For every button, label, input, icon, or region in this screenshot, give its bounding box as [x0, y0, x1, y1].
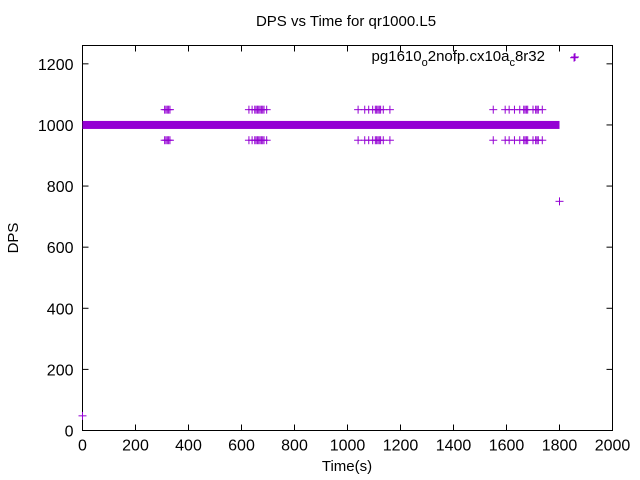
- x-tick-label: 1000: [330, 438, 366, 455]
- chart-title: DPS vs Time for qr1000.L5: [256, 13, 436, 30]
- y-tick-label: 800: [47, 179, 74, 196]
- y-tick-label: 200: [47, 362, 74, 379]
- data-point: [489, 105, 498, 114]
- y-tick-label: 0: [65, 424, 74, 441]
- legend-part-1: o: [422, 57, 428, 69]
- data-point: [78, 411, 87, 420]
- x-tick-label: 2000: [595, 438, 631, 455]
- legend: pg1610o2nofp.cx10ac8r32: [372, 48, 579, 69]
- x-tick-label: 1400: [436, 438, 472, 455]
- x-tick-label: 0: [78, 438, 87, 455]
- x-tick-label: 1800: [542, 438, 578, 455]
- y-tick-label: 1200: [38, 57, 74, 74]
- legend-series-label: pg1610o2nofp.cx10ac8r32: [372, 48, 545, 69]
- x-axis-ticks: 0 200 400 600 800 1000 1200 1400 1600 1800 2000: [78, 45, 631, 455]
- x-tick-label: 1200: [383, 438, 419, 455]
- data-point: [165, 105, 174, 114]
- data-point: [555, 197, 564, 206]
- data-point: [489, 136, 498, 145]
- data-point: [570, 53, 579, 62]
- y-tick-label: 400: [47, 301, 74, 318]
- legend-marker: [571, 53, 579, 61]
- y-tick-label: 600: [47, 240, 74, 257]
- x-tick-label: 1600: [489, 438, 525, 455]
- y-axis-label: DPS: [5, 223, 22, 254]
- data-point: [385, 136, 394, 145]
- legend-part-4: 8r32: [515, 48, 545, 65]
- legend-part-2: 2nofp.cx10a: [428, 48, 510, 65]
- x-tick-label: 800: [281, 438, 308, 455]
- data-point: [262, 105, 271, 114]
- x-tick-label: 600: [228, 438, 255, 455]
- x-tick-label: 200: [122, 438, 149, 455]
- legend-marker-glyph: [571, 53, 579, 61]
- plot-area-border: [82, 45, 613, 431]
- legend-part-3: c: [509, 57, 515, 69]
- data-point: [538, 136, 547, 145]
- legend-part-0: pg1610: [372, 48, 422, 65]
- data-point: [538, 105, 547, 114]
- data-point: [262, 136, 271, 145]
- x-axis-label: Time(s): [322, 458, 372, 475]
- data-points: [78, 53, 579, 420]
- data-point: [165, 136, 174, 145]
- dense-band-points: [82, 120, 560, 129]
- x-tick-label: 400: [175, 438, 202, 455]
- y-axis-ticks: 0 200 400 600 800 1000 1200: [38, 57, 613, 441]
- data-point: [385, 105, 394, 114]
- y-tick-label: 1000: [38, 118, 74, 135]
